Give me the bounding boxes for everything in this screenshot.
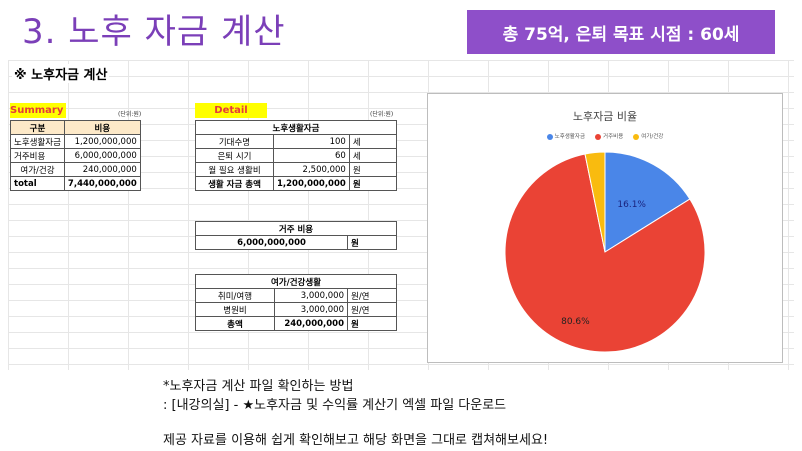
living-total-value: 1,200,000,000 bbox=[272, 176, 350, 191]
table-row: total 7,440,000,000 bbox=[10, 176, 141, 191]
living-row-value: 60 bbox=[272, 148, 350, 163]
legend-item: 노후생활자금 bbox=[546, 132, 586, 140]
leisure-header: 여가/건강생활 bbox=[195, 274, 397, 289]
page-title: 3. 노후 자금 계산 bbox=[22, 12, 286, 52]
chart-title: 노후자금 비율 bbox=[572, 110, 638, 123]
detail-unit: (단위:원) bbox=[370, 111, 394, 118]
legend-item: 거주비용 bbox=[595, 132, 623, 140]
summary-unit: (단위:원) bbox=[118, 111, 142, 118]
leisure-row-label: 병원비 bbox=[195, 302, 275, 317]
housing-value: 6,000,000,000 bbox=[195, 235, 348, 250]
summary-col-header: 구분 bbox=[10, 120, 65, 135]
leisure-row-value: 3,000,000 bbox=[274, 288, 348, 303]
summary-row-label: 노후생활자금 bbox=[10, 134, 65, 149]
summary-row-label: 여가/건강 bbox=[10, 162, 65, 177]
summary-total-value: 7,440,000,000 bbox=[63, 176, 141, 191]
pie-svg: 16.1% 80.6% bbox=[504, 151, 706, 353]
living-row-unit: 세 bbox=[348, 134, 398, 149]
summary-row-value: 1,200,000,000 bbox=[63, 134, 141, 149]
legend-item: 여가/건강 bbox=[633, 132, 663, 140]
living-header: 노후생활자금 bbox=[195, 120, 397, 135]
living-row-label: 월 필요 생활비 bbox=[195, 162, 274, 177]
legend-dot-icon bbox=[595, 133, 602, 140]
summary-table: 구분 비용 노후생활자금 1,200,000,000 거주비용 6,000,00… bbox=[10, 120, 141, 191]
housing-header: 거주 비용 bbox=[195, 221, 397, 236]
summary-row-label: 거주비용 bbox=[10, 148, 65, 163]
summary-row-value: 6,000,000,000 bbox=[63, 148, 141, 163]
sheet-heading: ※ 노후자금 계산 bbox=[12, 64, 110, 83]
legend-label: 거주비용 bbox=[603, 134, 624, 140]
pie-data-label: 80.6% bbox=[561, 317, 590, 327]
table-row: 6,000,000,000 원 bbox=[195, 235, 397, 250]
goal-badge: 총 75억, 은퇴 목표 시점 : 60세 bbox=[467, 10, 775, 54]
leisure-row-unit: 원/연 bbox=[347, 288, 397, 303]
summary-row-value: 240,000,000 bbox=[63, 162, 141, 177]
legend-label: 여가/건강 bbox=[641, 134, 664, 140]
summary-col-header: 비용 bbox=[63, 120, 141, 135]
leisure-table: 여가/건강생활 취미/여행 3,000,000 원/연 병원비 3,000,00… bbox=[195, 274, 397, 331]
living-table: 노후생활자금 기대수명 100 세 은퇴 시기 60 세 월 필요 생활비 2,… bbox=[195, 120, 398, 191]
table-row: 총액 240,000,000 원 bbox=[195, 316, 397, 331]
living-row-unit: 원 bbox=[348, 162, 398, 177]
living-row-value: 100 bbox=[272, 134, 350, 149]
pie-data-label: 16.1% bbox=[617, 200, 646, 210]
table-row: 병원비 3,000,000 원/연 bbox=[195, 302, 397, 317]
living-row-value: 2,500,000 bbox=[272, 162, 350, 177]
table-row: 월 필요 생활비 2,500,000 원 bbox=[195, 162, 398, 177]
pie-chart: 노후자금 비율 노후생활자금 거주비용 여가/건강 16.1% 80.6% bbox=[427, 93, 783, 363]
leisure-row-value: 3,000,000 bbox=[274, 302, 348, 317]
living-row-label: 기대수명 bbox=[195, 134, 274, 149]
table-row: 생활 자금 총액 1,200,000,000 원 bbox=[195, 176, 398, 191]
leisure-row-label: 취미/여행 bbox=[195, 288, 275, 303]
chart-legend: 노후생활자금 거주비용 여가/건강 bbox=[428, 132, 782, 140]
note-line: *노후자금 계산 파일 확인하는 방법 bbox=[163, 379, 354, 394]
living-total-unit: 원 bbox=[348, 176, 398, 191]
legend-dot-icon bbox=[546, 133, 553, 140]
summary-total-label: total bbox=[10, 176, 65, 191]
table-row: 노후생활자금 1,200,000,000 bbox=[10, 134, 141, 149]
living-row-label: 은퇴 시기 bbox=[195, 148, 274, 163]
leisure-total-label: 총액 bbox=[195, 316, 275, 331]
housing-table: 거주 비용 6,000,000,000 원 bbox=[195, 221, 397, 250]
leisure-total-value: 240,000,000 bbox=[274, 316, 348, 331]
table-row: 취미/여행 3,000,000 원/연 bbox=[195, 288, 397, 303]
table-row: 거주비용 6,000,000,000 bbox=[10, 148, 141, 163]
table-row: 여가/건강 240,000,000 bbox=[10, 162, 141, 177]
housing-unit: 원 bbox=[347, 235, 397, 250]
table-row: 기대수명 100 세 bbox=[195, 134, 398, 149]
leisure-total-unit: 원 bbox=[347, 316, 397, 331]
legend-dot-icon bbox=[633, 133, 640, 140]
leisure-row-unit: 원/연 bbox=[347, 302, 397, 317]
summary-label: Summary bbox=[10, 103, 66, 118]
pie-slice bbox=[604, 151, 691, 253]
legend-label: 노후생활자금 bbox=[554, 134, 586, 140]
pie-slice bbox=[504, 153, 706, 353]
note-line: : [내강의실] - ★노후자금 및 수익률 계산기 엑셀 파일 다운로드 bbox=[163, 398, 507, 413]
note-line: 제공 자료를 이용해 쉽게 확인해보고 해당 화면을 그대로 캡쳐해보세요! bbox=[163, 433, 549, 448]
living-row-unit: 세 bbox=[348, 148, 398, 163]
living-total-label: 생활 자금 총액 bbox=[195, 176, 274, 191]
detail-label: Detail bbox=[195, 103, 267, 118]
table-row: 은퇴 시기 60 세 bbox=[195, 148, 398, 163]
pie-slice bbox=[584, 151, 606, 253]
